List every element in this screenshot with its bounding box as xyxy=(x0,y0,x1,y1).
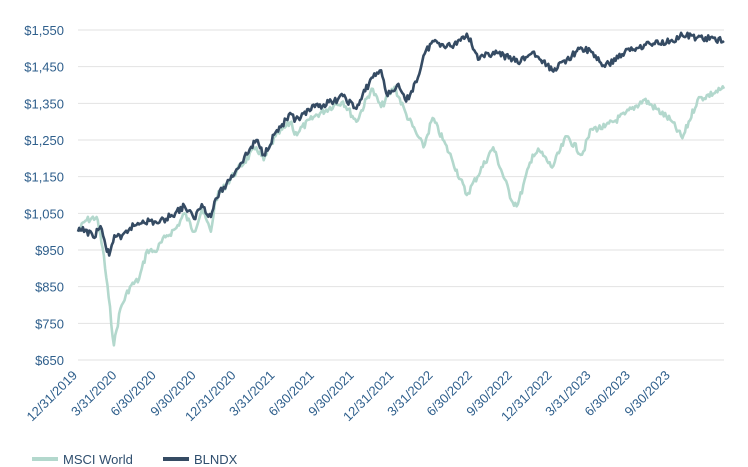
y-tick-label: $850 xyxy=(35,280,64,295)
legend-label-blndx: BLNDX xyxy=(194,452,238,467)
y-tick-label: $1,550 xyxy=(24,23,64,38)
y-tick-label: $1,150 xyxy=(24,170,64,185)
legend: MSCI World BLNDX xyxy=(32,452,238,467)
y-tick-label: $1,050 xyxy=(24,206,64,221)
y-tick-label: $1,450 xyxy=(24,60,64,75)
y-tick-label: $750 xyxy=(35,316,64,331)
y-tick-label: $950 xyxy=(35,243,64,258)
y-tick-label: $1,250 xyxy=(24,133,64,148)
series-group xyxy=(76,31,726,347)
x-axis: 12/31/20193/31/20206/30/20209/30/202012/… xyxy=(23,368,672,425)
y-tick-label: $650 xyxy=(35,353,64,368)
series-line-msci xyxy=(76,85,726,347)
x-tick-label: 12/31/2019 xyxy=(23,368,80,425)
y-tick-label: $1,350 xyxy=(24,96,64,111)
legend-label-msci-world: MSCI World xyxy=(63,452,133,467)
y-axis: $1,550 $1,450 $1,350 $1,250 $1,150 $1,050 $950… xyxy=(24,23,64,368)
series-line-blndx xyxy=(76,31,725,257)
gridlines xyxy=(78,29,724,361)
